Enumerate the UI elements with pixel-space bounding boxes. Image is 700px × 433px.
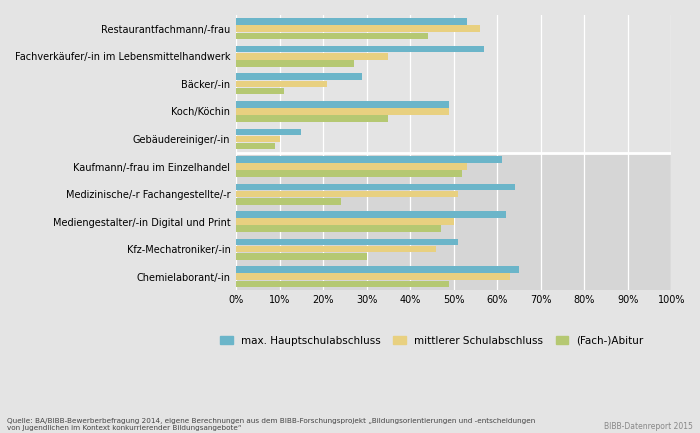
Bar: [236, 115, 388, 122]
Bar: [236, 211, 506, 218]
Bar: [236, 26, 480, 32]
Bar: [236, 46, 484, 52]
Bar: [236, 81, 328, 87]
Bar: [236, 101, 449, 107]
Text: Quelle: BA/BIBB-Bewerberbefragung 2014, eigene Berechnungen aus dem BIBB-Forschu: Quelle: BA/BIBB-Bewerberbefragung 2014, …: [7, 418, 536, 431]
Bar: [236, 15, 671, 153]
Bar: [236, 273, 510, 280]
Bar: [236, 266, 519, 273]
Bar: [236, 170, 463, 177]
Bar: [236, 18, 467, 25]
Text: BIBB-Datenreport 2015: BIBB-Datenreport 2015: [604, 422, 693, 431]
Bar: [236, 281, 449, 287]
Legend: max. Hauptschulabschluss, mittlerer Schulabschluss, (Fach-)Abitur: max. Hauptschulabschluss, mittlerer Schu…: [216, 332, 648, 350]
Bar: [236, 53, 388, 60]
Bar: [236, 253, 367, 260]
Bar: [236, 246, 436, 252]
Bar: [236, 32, 428, 39]
Bar: [236, 226, 440, 232]
Bar: [236, 239, 458, 246]
Bar: [236, 60, 354, 67]
Bar: [236, 143, 275, 149]
Bar: [236, 218, 454, 225]
Bar: [236, 74, 363, 80]
Bar: [236, 108, 449, 115]
Bar: [236, 153, 671, 291]
Bar: [236, 129, 301, 135]
Bar: [236, 191, 458, 197]
Bar: [236, 88, 284, 94]
Bar: [236, 184, 514, 190]
Bar: [236, 198, 340, 204]
Bar: [236, 163, 467, 170]
Bar: [236, 136, 279, 142]
Bar: [236, 156, 501, 163]
